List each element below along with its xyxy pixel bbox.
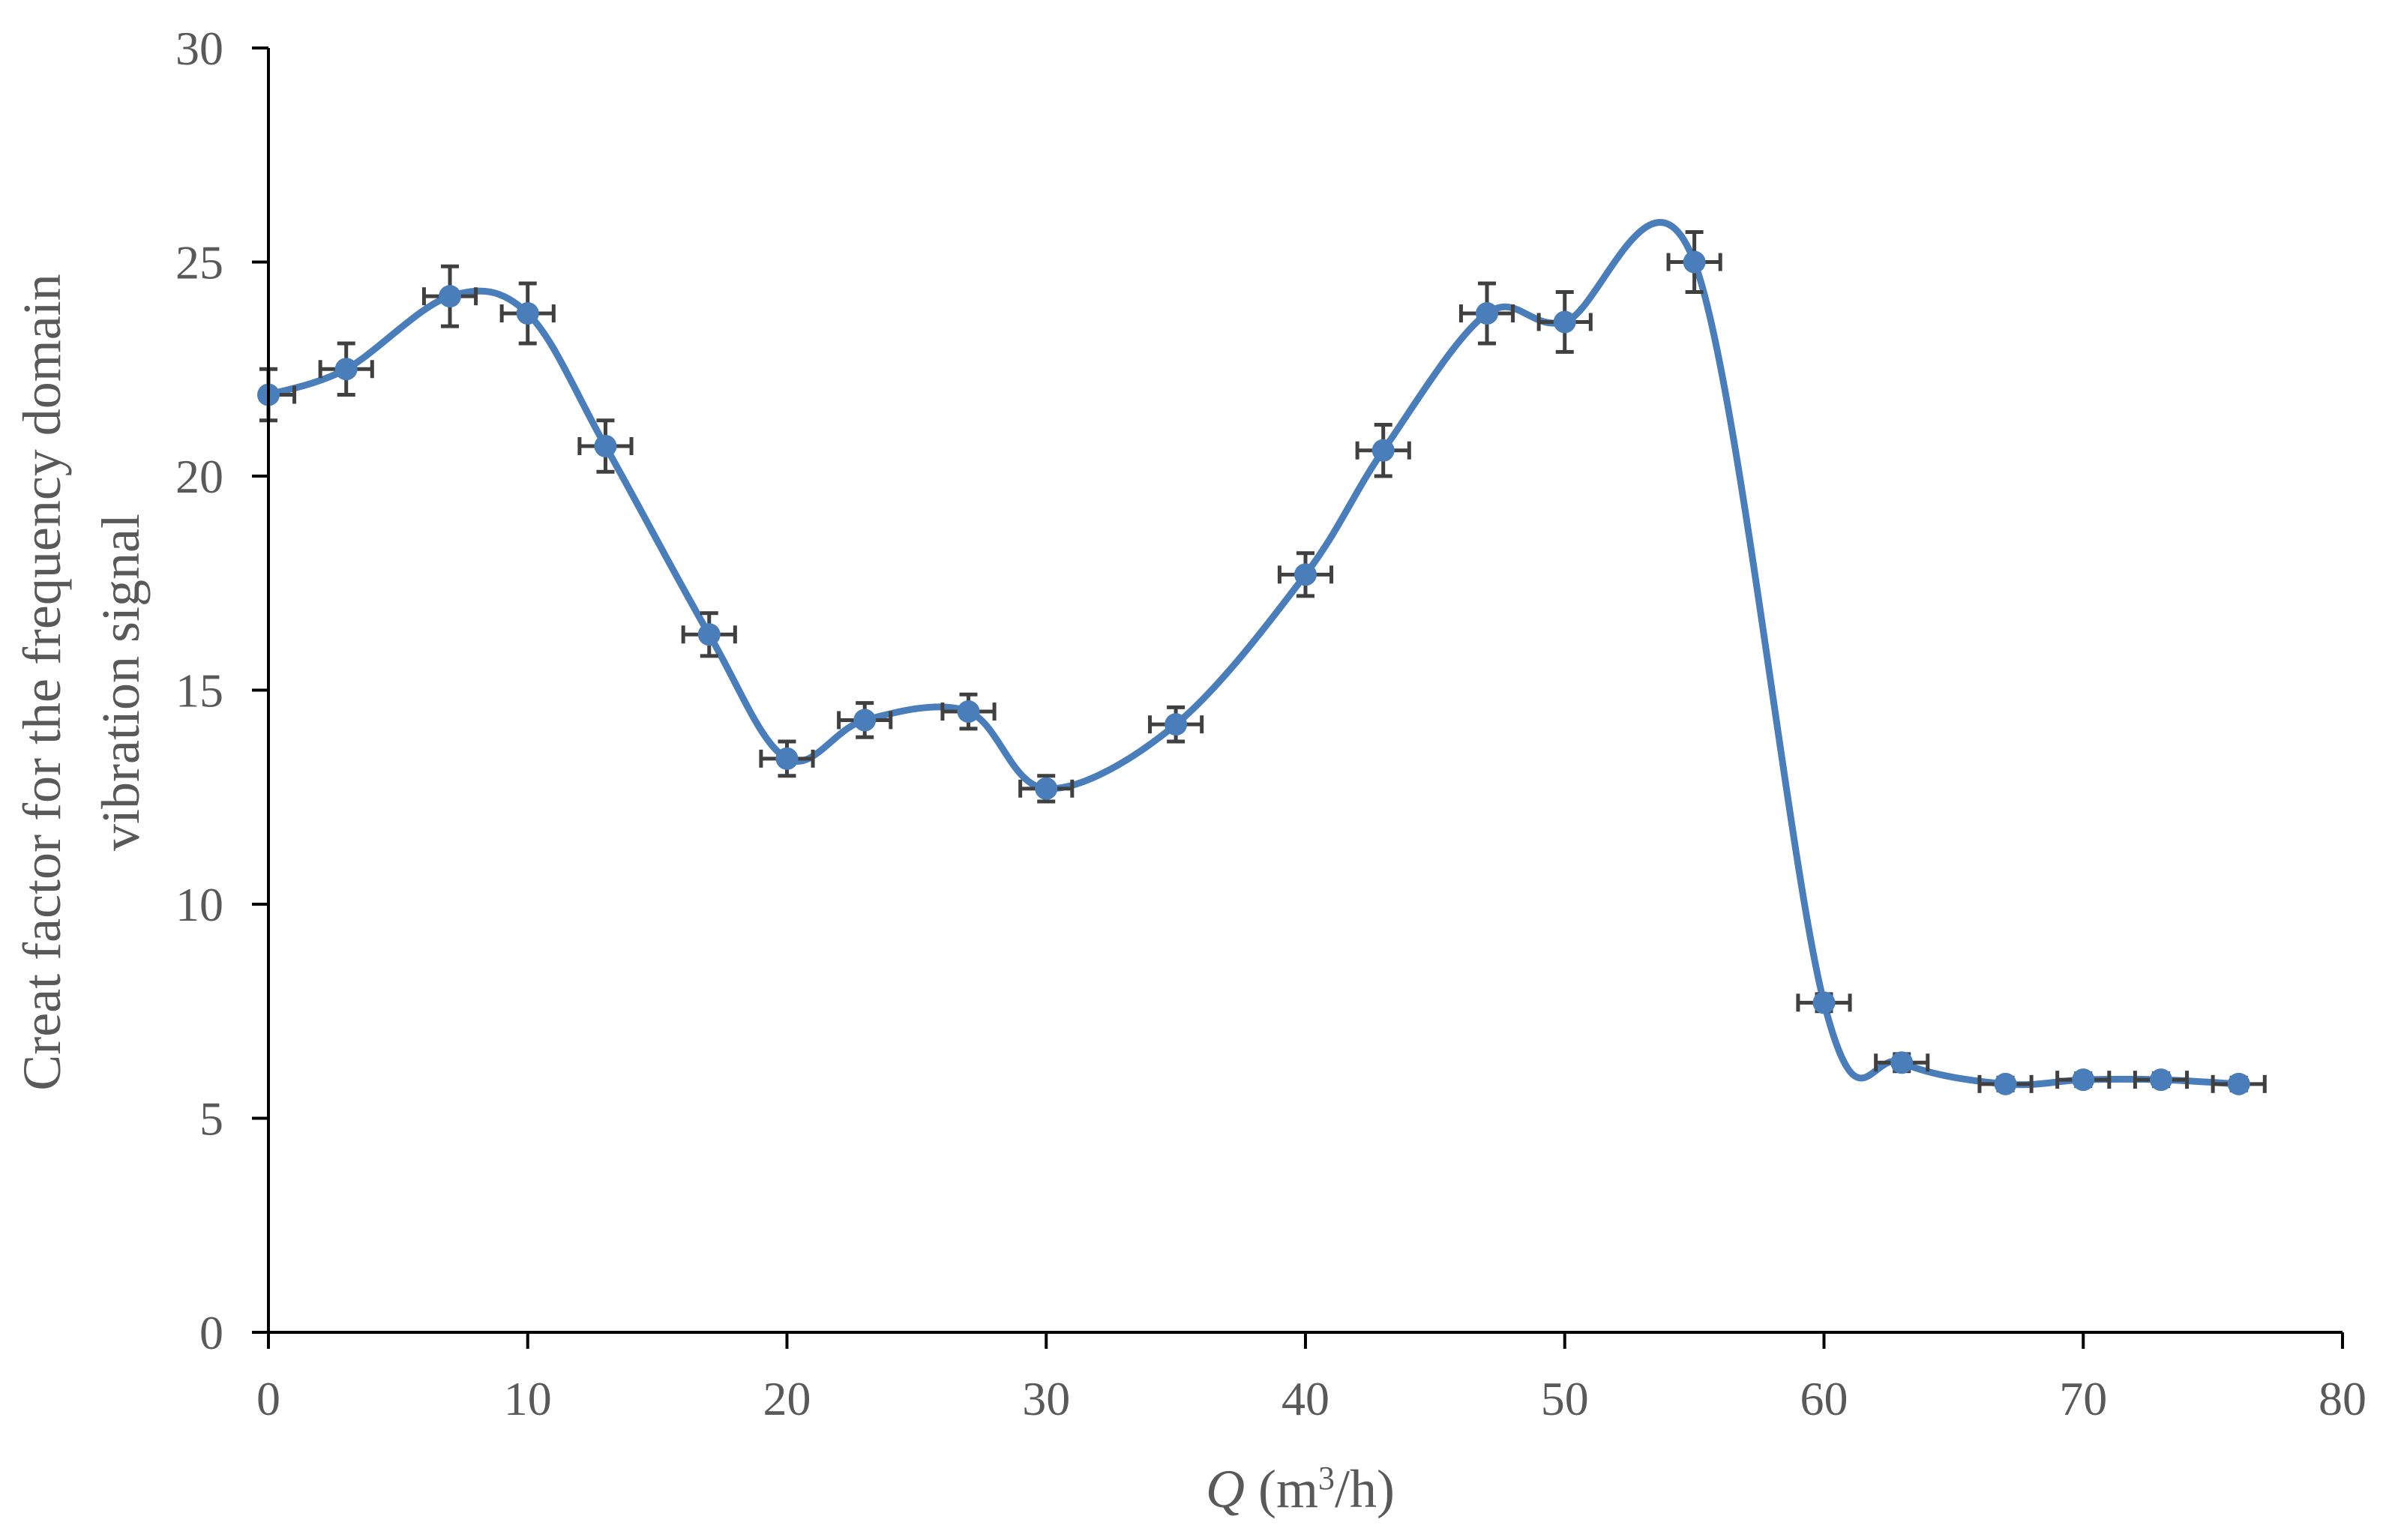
data-point	[853, 709, 876, 731]
x-tick-label: 60	[1800, 1372, 1848, 1425]
x-tick-label: 80	[2319, 1372, 2367, 1425]
data-point	[594, 435, 616, 457]
data-point	[958, 700, 980, 723]
x-axis-title: Q (m3/h)	[1206, 1459, 1395, 1519]
x-axis-unit-suffix: /h)	[1335, 1459, 1395, 1519]
data-point	[1995, 1073, 2017, 1095]
y-tick-label: 15	[175, 664, 223, 718]
plot-area	[257, 223, 2265, 1095]
data-point	[517, 302, 539, 325]
x-tick-label: 10	[504, 1372, 552, 1425]
x-axis-unit-superscript: 3	[1318, 1460, 1335, 1497]
y-tick-label: 25	[175, 236, 223, 289]
y-tick-label: 5	[199, 1092, 223, 1146]
x-axis-ticks: 0 10 20 30 40 50 60 70 80	[256, 1332, 2367, 1425]
series-line	[268, 223, 2239, 1085]
data-point	[1683, 251, 1706, 274]
data-point	[335, 358, 358, 380]
data-point	[2228, 1073, 2250, 1095]
x-tick-label: 70	[2059, 1372, 2107, 1425]
data-point	[1165, 713, 1187, 736]
data-point	[1554, 310, 1576, 333]
data-point	[1372, 439, 1395, 462]
data-point	[2072, 1068, 2094, 1091]
x-tick-label: 30	[1022, 1372, 1070, 1425]
data-point	[1294, 563, 1317, 586]
y-tick-label: 0	[199, 1306, 223, 1359]
data-point	[698, 623, 721, 646]
x-axis-variable: Q	[1206, 1459, 1245, 1519]
y-axis-title-line1: Creat factor for the frequency domain	[12, 274, 72, 1091]
data-point	[1035, 777, 1057, 800]
data-point	[1476, 302, 1498, 325]
axes	[268, 48, 2343, 1332]
x-tick-label: 0	[256, 1372, 280, 1425]
data-point	[776, 748, 799, 770]
y-axis-ticks: 0 5 10 15 20 25 30	[175, 22, 268, 1359]
x-axis-unit-prefix: (m	[1245, 1459, 1318, 1519]
x-tick-label: 50	[1541, 1372, 1589, 1425]
y-tick-label: 30	[175, 22, 223, 75]
x-tick-label: 20	[763, 1372, 811, 1425]
y-tick-label: 20	[175, 450, 223, 503]
x-tick-label: 40	[1281, 1372, 1329, 1425]
y-tick-label: 10	[175, 878, 223, 931]
y-axis-title-line2: vibration signal	[91, 514, 151, 851]
data-point	[2150, 1068, 2172, 1091]
data-point	[1813, 991, 1836, 1014]
data-point	[439, 285, 461, 307]
data-point	[1890, 1051, 1913, 1074]
